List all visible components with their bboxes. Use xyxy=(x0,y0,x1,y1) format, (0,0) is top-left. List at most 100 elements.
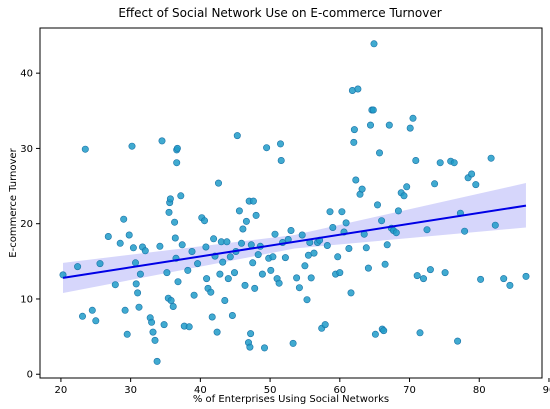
y-tick-label: 0 xyxy=(27,370,33,381)
data-point xyxy=(202,243,210,251)
data-point xyxy=(184,266,192,274)
data-point xyxy=(128,142,136,150)
y-tick-label: 10 xyxy=(20,294,33,305)
data-point xyxy=(132,259,140,267)
data-point xyxy=(247,241,255,249)
data-point xyxy=(223,238,231,246)
data-point xyxy=(151,336,159,344)
data-point xyxy=(392,229,400,237)
data-point xyxy=(135,303,143,311)
data-point xyxy=(275,279,283,287)
data-point xyxy=(203,275,211,283)
data-point xyxy=(132,280,140,288)
data-point xyxy=(166,195,174,203)
y-tick-label: 30 xyxy=(20,144,33,155)
data-point xyxy=(506,281,514,289)
data-point xyxy=(171,218,179,226)
data-point xyxy=(342,219,350,227)
data-point xyxy=(194,260,202,268)
data-point xyxy=(258,270,266,278)
data-point xyxy=(123,330,131,338)
data-point xyxy=(167,296,175,304)
data-point xyxy=(210,235,218,243)
data-point xyxy=(121,306,129,314)
data-point xyxy=(334,253,342,261)
data-point xyxy=(120,215,128,223)
data-point xyxy=(148,318,156,326)
data-point xyxy=(174,278,182,286)
data-point xyxy=(238,239,246,247)
data-point xyxy=(215,179,223,187)
data-point xyxy=(375,149,383,157)
data-point xyxy=(92,317,100,325)
y-tick-label: 40 xyxy=(20,69,33,80)
data-point xyxy=(239,225,247,233)
data-point xyxy=(419,275,427,283)
data-point xyxy=(59,271,67,279)
data-point xyxy=(104,233,112,241)
plot-frame xyxy=(39,27,543,379)
data-point xyxy=(350,126,358,134)
data-point xyxy=(413,272,421,280)
data-point xyxy=(276,140,284,148)
data-point xyxy=(362,244,370,252)
data-point xyxy=(263,144,271,152)
y-tick-label: 20 xyxy=(20,219,33,230)
data-point xyxy=(228,311,236,319)
data-point xyxy=(287,227,295,235)
data-point xyxy=(185,323,193,331)
chart-title: Effect of Social Network Use on E-commer… xyxy=(118,6,441,20)
data-point xyxy=(79,312,87,320)
data-point xyxy=(423,226,431,234)
data-point xyxy=(163,269,171,277)
data-point xyxy=(321,321,329,329)
data-point xyxy=(289,339,297,347)
data-point xyxy=(403,183,411,191)
data-point xyxy=(500,275,508,283)
data-point xyxy=(125,231,133,239)
data-point xyxy=(242,217,250,225)
data-point xyxy=(231,269,239,277)
data-point xyxy=(81,145,89,153)
data-point xyxy=(295,284,303,292)
x-tick-label: 80 xyxy=(473,385,486,396)
data-point xyxy=(226,253,234,261)
data-point xyxy=(208,313,216,321)
data-point xyxy=(134,289,142,297)
data-point xyxy=(477,275,485,283)
data-point xyxy=(352,176,360,184)
data-point xyxy=(246,343,254,351)
data-point xyxy=(310,249,318,257)
data-point xyxy=(406,124,414,132)
data-point xyxy=(111,281,119,289)
data-point xyxy=(491,221,499,229)
data-point xyxy=(472,181,480,189)
x-tick-label: 70 xyxy=(403,385,416,396)
data-point xyxy=(409,114,417,122)
data-point xyxy=(400,192,408,200)
data-point xyxy=(165,208,173,216)
data-point xyxy=(412,157,420,165)
data-point xyxy=(178,241,186,249)
data-point xyxy=(269,253,277,261)
data-point xyxy=(177,192,185,200)
data-point xyxy=(329,224,337,232)
data-point xyxy=(303,296,311,304)
data-point xyxy=(336,269,344,277)
data-point xyxy=(358,185,366,193)
x-tick-label: 50 xyxy=(264,385,277,396)
data-point xyxy=(251,284,259,292)
data-point xyxy=(378,217,386,225)
data-point xyxy=(307,274,315,282)
data-point xyxy=(260,344,268,352)
data-point xyxy=(188,248,196,256)
data-point xyxy=(74,263,82,271)
data-point xyxy=(233,132,241,140)
data-point xyxy=(468,170,476,178)
x-tick-label: 90 xyxy=(543,385,550,396)
data-point xyxy=(219,258,227,266)
data-point xyxy=(141,247,149,255)
data-point xyxy=(149,328,157,336)
data-point xyxy=(96,260,104,268)
